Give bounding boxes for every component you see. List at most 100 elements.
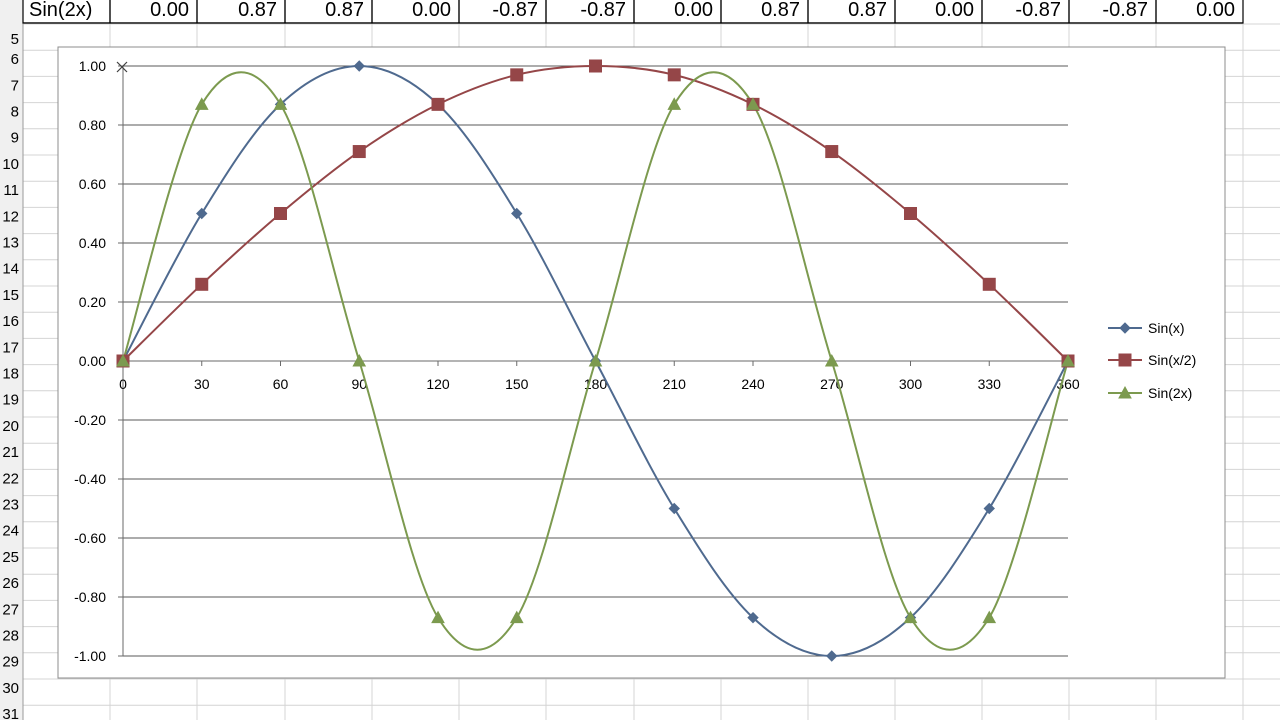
row-number[interactable]: 7 — [11, 77, 19, 94]
row-number[interactable]: 27 — [2, 601, 19, 618]
chart-area[interactable] — [57, 46, 1226, 679]
x-tick-label: 330 — [978, 376, 1002, 392]
y-axis-tick-labels: 1.00 0.80 0.60 0.40 0.20 0.00 -0.20 -0.40 -0.60 -… — [74, 58, 106, 664]
row-number[interactable]: 19 — [2, 392, 19, 409]
top-row-value: 0.00 — [412, 0, 451, 21]
data-point — [667, 97, 682, 110]
row-number[interactable]: 20 — [2, 418, 19, 435]
row-number[interactable]: 15 — [2, 287, 19, 304]
series-markers-1 — [116, 59, 1075, 368]
data-point — [746, 97, 760, 110]
data-point — [116, 353, 130, 367]
y-tick-label: -1.00 — [74, 648, 106, 664]
legend-entry[interactable]: Sin(x) — [1108, 320, 1185, 336]
data-point — [747, 611, 759, 624]
x-tick-label: 0 — [119, 376, 127, 392]
data-point — [509, 610, 524, 624]
top-row-value: 0.87 — [848, 0, 887, 21]
plot-corner-marker — [116, 61, 128, 73]
top-row-value: 0.87 — [761, 0, 800, 21]
top-row-value: -0.87 — [492, 0, 538, 21]
row-number[interactable]: 11 — [3, 182, 19, 199]
sine-chart[interactable]: 1.00 0.80 0.60 0.40 0.20 0.00 -0.20 -0.40 -0.60 -… — [57, 46, 1226, 679]
y-tick-label: 0.00 — [79, 353, 106, 369]
data-point — [1061, 353, 1075, 367]
y-tick-label: -0.40 — [74, 471, 106, 487]
x-tick-label: 90 — [351, 376, 367, 392]
y-tick-label: 0.20 — [79, 294, 106, 310]
row-number[interactable]: 8 — [11, 104, 19, 121]
data-point — [589, 59, 602, 73]
row-headers[interactable]: 5 6 7 8 9 10 11 12 13 14 15 16 17 18 19 20 21 22 23 24 25 26 2… — [2, 31, 19, 720]
row-number[interactable]: 12 — [2, 208, 19, 225]
legend-label: Sin(2x) — [1148, 385, 1192, 401]
row-number[interactable]: 14 — [2, 261, 19, 278]
data-point — [667, 68, 681, 82]
series-markers-2 — [116, 97, 1075, 624]
row-number[interactable]: 24 — [2, 523, 19, 540]
row-number[interactable]: 23 — [2, 497, 19, 514]
data-point — [668, 502, 680, 515]
top-row-value: -0.87 — [580, 0, 626, 21]
data-point — [510, 68, 524, 82]
data-point — [825, 145, 839, 159]
y-tick-label: 1.00 — [79, 58, 106, 74]
top-row-value: -0.87 — [1102, 0, 1148, 21]
legend-marker — [1118, 385, 1132, 399]
legend-entry[interactable]: Sin(2x) — [1108, 385, 1192, 401]
data-point — [273, 97, 288, 110]
chart-legend[interactable]: Sin(x) Sin(x/2) Sin(2x) — [1108, 320, 1196, 401]
sin2x-data-row[interactable]: Sin(2x) 0.00 0.87 0.87 0.00 -0.87 -0.87 0.00 0.8… — [22, 0, 1244, 24]
data-point — [196, 207, 208, 220]
x-tick-label: 210 — [663, 376, 687, 392]
data-point — [195, 277, 209, 291]
row-number[interactable]: 10 — [2, 156, 19, 173]
row-number[interactable]: 13 — [2, 235, 19, 252]
row-number[interactable]: 6 — [11, 51, 19, 68]
row-number[interactable]: 30 — [2, 680, 19, 697]
data-point — [274, 207, 287, 220]
chart-horizontal-gridlines — [123, 65, 1068, 657]
row-number[interactable]: 5 — [11, 31, 19, 48]
data-point — [982, 610, 997, 624]
top-row-value: 0.87 — [325, 0, 364, 21]
legend-label: Sin(x) — [1148, 320, 1185, 336]
legend-marker — [1118, 353, 1132, 367]
x-tick-label: 240 — [741, 376, 765, 392]
row-number[interactable]: 16 — [2, 313, 19, 330]
row-number[interactable]: 21 — [2, 444, 19, 461]
data-point — [903, 610, 918, 624]
row-number[interactable]: 18 — [2, 366, 19, 383]
y-tick-label: -0.20 — [74, 412, 106, 428]
x-tick-label: 300 — [899, 376, 923, 392]
data-point — [588, 353, 603, 367]
row-number[interactable]: 25 — [2, 549, 19, 566]
row-number[interactable]: 28 — [2, 628, 19, 645]
data-point — [982, 277, 996, 291]
top-row-label: Sin(2x) — [29, 0, 92, 21]
data-point — [824, 353, 839, 367]
top-row-value: 0.00 — [1196, 0, 1235, 21]
top-row-value: 0.00 — [150, 0, 189, 21]
row-number[interactable]: 26 — [2, 575, 19, 592]
y-tick-label: 0.60 — [79, 176, 106, 192]
row-number[interactable]: 9 — [11, 130, 19, 147]
row-number[interactable]: 31 — [2, 706, 19, 720]
data-point — [352, 145, 366, 159]
row-number[interactable]: 22 — [2, 470, 19, 487]
legend-entry[interactable]: Sin(x/2) — [1108, 352, 1196, 368]
row-number[interactable]: 17 — [2, 339, 19, 356]
top-row-value: 0.87 — [238, 0, 277, 21]
y-tick-label: 0.40 — [79, 235, 106, 251]
legend-marker — [1119, 322, 1131, 334]
data-point — [431, 610, 445, 624]
legend-label: Sin(x/2) — [1148, 352, 1196, 368]
data-point — [983, 502, 995, 515]
x-tick-label: 150 — [505, 376, 529, 392]
row-number[interactable]: 29 — [2, 654, 19, 671]
data-point — [353, 60, 365, 72]
data-point — [511, 207, 523, 220]
y-tick-label: -0.80 — [74, 589, 106, 605]
